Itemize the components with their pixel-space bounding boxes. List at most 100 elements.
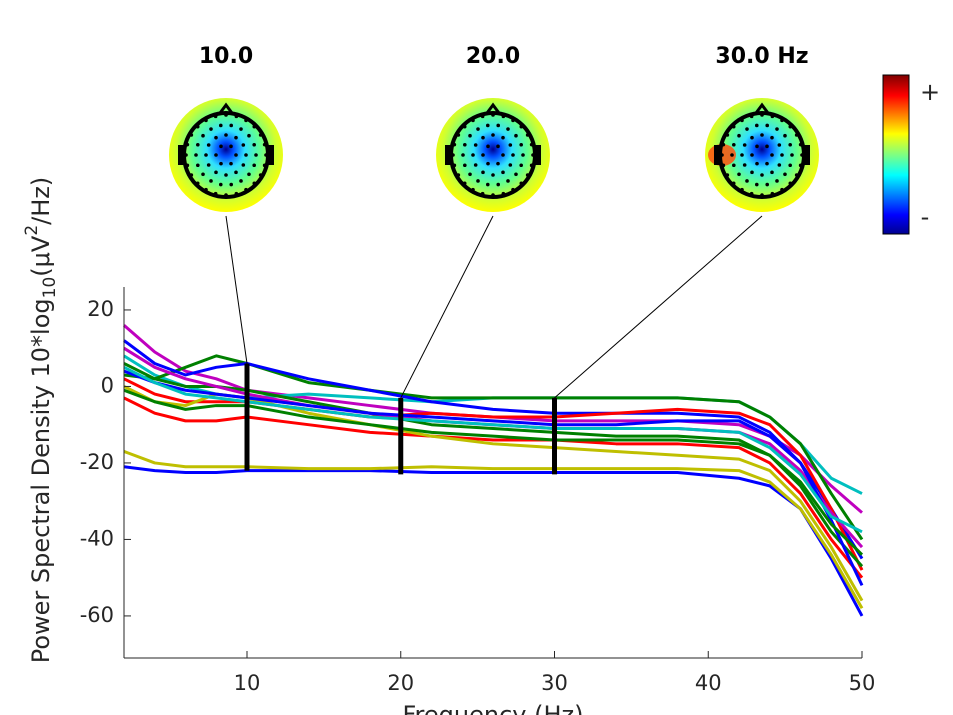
electrode: [765, 182, 770, 187]
electrode: [732, 163, 736, 168]
electrode: [252, 124, 257, 129]
electrode: [775, 127, 779, 131]
electrode: [491, 193, 495, 197]
electrode: [262, 142, 267, 147]
channel-line: [123, 388, 864, 556]
electrode: [473, 143, 478, 147]
electrode: [745, 179, 749, 183]
ear: [445, 145, 451, 165]
electrode: [749, 191, 754, 196]
electrode: [731, 181, 736, 186]
electrode: [264, 153, 268, 157]
electrode: [788, 124, 793, 129]
electrode: [765, 144, 769, 149]
electrode: [229, 161, 233, 166]
y-axis-label-part: (μV: [27, 235, 55, 277]
electrode: [750, 153, 754, 157]
electrode: [461, 153, 465, 157]
electrode: [754, 182, 759, 187]
electrode: [481, 135, 485, 140]
connector: [400, 215, 494, 399]
electrode: [788, 163, 792, 168]
electrode: [732, 142, 736, 147]
electrode: [800, 153, 804, 157]
electrode: [252, 163, 256, 168]
electrode: [514, 133, 518, 138]
y-tick-label: 0: [101, 373, 114, 397]
electrode: [234, 114, 239, 119]
electrode: [742, 143, 747, 147]
electrode: [213, 191, 218, 196]
electrode: [525, 133, 530, 137]
nose: [218, 102, 234, 114]
electrode: [485, 182, 490, 187]
electrode: [770, 191, 775, 196]
electrode: [219, 144, 223, 149]
electrode: [195, 124, 200, 129]
y-tick-label: -40: [80, 526, 114, 550]
colorbar-label: +: [920, 78, 940, 106]
electrode: [462, 124, 467, 129]
electrode: [745, 127, 749, 131]
electrode: [241, 143, 246, 147]
electrode: [780, 153, 784, 157]
y-tick-label: -60: [80, 603, 114, 627]
electrode: [486, 144, 490, 149]
electrode: [476, 127, 480, 131]
electrode: [229, 144, 233, 149]
topo-title: 20.0: [466, 44, 520, 69]
electrode: [224, 173, 228, 177]
electrode: [508, 163, 513, 167]
electrode: [501, 153, 505, 157]
electrode: [224, 113, 228, 117]
electrode: [468, 172, 472, 177]
electrode: [770, 114, 775, 119]
electrode: [471, 187, 475, 192]
electrode: [252, 181, 257, 186]
electrode: [244, 187, 248, 192]
electrode: [721, 163, 726, 168]
electrode: [218, 123, 223, 128]
electrode: [529, 163, 534, 168]
channel-line: [123, 365, 863, 534]
topo-title: 30.0 Hz: [715, 44, 808, 69]
electrode: [468, 133, 472, 138]
channel-line: [123, 339, 864, 560]
electrode: [241, 163, 246, 167]
electrode: [486, 161, 490, 166]
electrode: [794, 133, 799, 137]
electrode: [196, 142, 200, 147]
electrode: [760, 113, 764, 117]
electrode: [496, 123, 501, 128]
electrode: [204, 153, 208, 157]
electrode: [224, 193, 228, 197]
electrode: [519, 142, 523, 147]
electrode: [195, 181, 200, 186]
electrode: [531, 153, 535, 157]
electrode: [258, 173, 263, 177]
electrode: [219, 161, 223, 166]
electrode: [740, 187, 744, 192]
electrode: [229, 123, 234, 128]
electrode: [506, 179, 510, 183]
electrode: [508, 143, 513, 147]
electrode: [777, 143, 782, 147]
y-axis-label-part: /Hz): [27, 177, 55, 225]
electrode: [485, 123, 490, 128]
colorbar: [882, 74, 910, 235]
electrode: [214, 135, 218, 140]
electrode: [184, 153, 188, 157]
y-axis-label: Power Spectral Density 10*log10(μV2/Hz): [22, 177, 60, 664]
electrode: [185, 142, 190, 147]
electrode: [525, 173, 530, 177]
electrode: [463, 142, 467, 147]
electrode: [765, 123, 770, 128]
electrode: [519, 163, 523, 168]
electrode: [239, 179, 243, 183]
electrode: [224, 133, 228, 137]
x-tick-label: 20: [387, 671, 414, 695]
electrode: [463, 163, 467, 168]
electrode: [770, 170, 774, 175]
electrode: [511, 153, 515, 157]
electrode: [214, 153, 218, 157]
